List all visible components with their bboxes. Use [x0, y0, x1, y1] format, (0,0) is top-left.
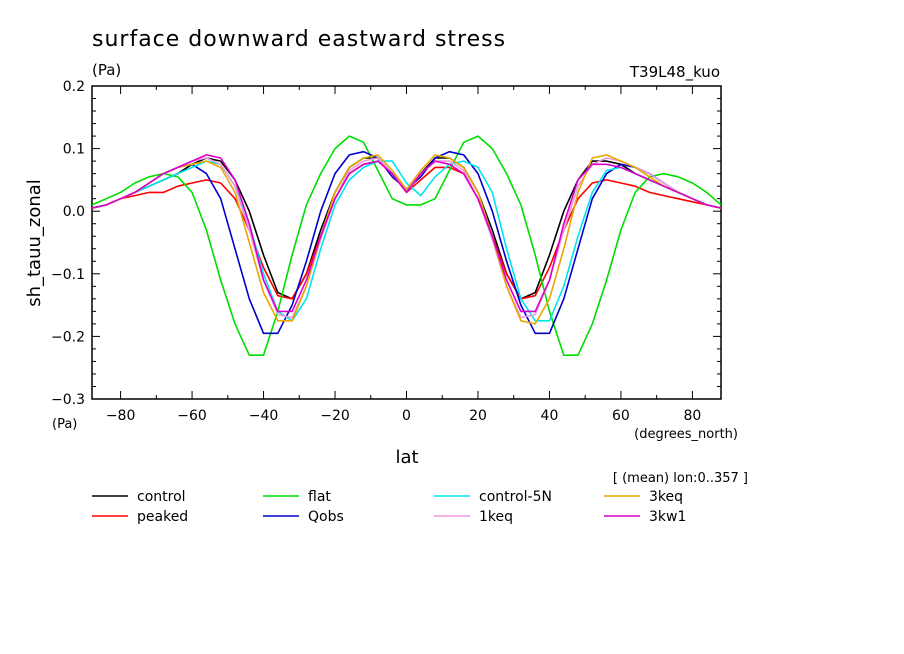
x-tick-label: 80: [683, 408, 701, 424]
x-tick-label: 60: [612, 408, 630, 424]
x-tick-label: −40: [249, 408, 279, 424]
legend-label: 1keq: [479, 509, 513, 525]
axis-ticks: [92, 85, 721, 400]
legend-label: flat: [308, 489, 331, 505]
x-axis-label: lat: [395, 447, 418, 468]
run-label: T39L48_kuo: [629, 63, 720, 82]
x-tick-label: 0: [402, 408, 411, 424]
legend-label: 3kw1: [649, 509, 686, 525]
y-tick-label: −0.1: [51, 267, 85, 283]
series-line-control-5n: [92, 160, 721, 322]
legend-label: 3keq: [649, 489, 683, 505]
x-tick-label: −80: [106, 408, 136, 424]
series-line-3keq: [92, 154, 721, 325]
plot-frame: [91, 85, 722, 400]
y-tick-label: 0.0: [63, 204, 85, 220]
legend-label: peaked: [137, 509, 188, 525]
legend: control peaked flat Qobs control-5N 1keq 3keq 3…: [92, 489, 686, 525]
x-tick-label: −60: [177, 408, 207, 424]
y-tick-label: −0.2: [51, 329, 85, 345]
y-tick-label: −0.3: [51, 392, 85, 408]
series-line-qobs: [92, 150, 721, 335]
units-label: (Pa): [92, 61, 121, 79]
series-line-control: [92, 157, 721, 300]
y-tick-label: 0.2: [63, 79, 85, 95]
x-tick-label: −20: [320, 408, 350, 424]
series-line-3kw1: [92, 154, 721, 313]
x-tick-label: 20: [469, 408, 487, 424]
x-tick-label: 40: [541, 408, 559, 424]
legend-label: control-5N: [479, 489, 552, 505]
averaging-note: [ (mean) lon:0..357 ]: [613, 471, 748, 486]
legend-label: control: [137, 489, 186, 505]
y-tick-label: 0.1: [63, 142, 85, 158]
series-lines: [92, 135, 721, 357]
series-line-flat: [92, 135, 721, 357]
chart-title: surface downward eastward stress: [92, 27, 506, 52]
y-axis-label: sh_tauu_zonal: [24, 179, 45, 307]
y-axis-units: (Pa): [52, 417, 77, 432]
legend-label: Qobs: [308, 509, 344, 525]
tick-labels: −80 −60 −40 −20 0 20 40 60 80 −0.3 −0.2 −0.1 0.0 0.1 0…: [51, 79, 701, 424]
x-axis-units: (degrees_north): [634, 427, 738, 442]
